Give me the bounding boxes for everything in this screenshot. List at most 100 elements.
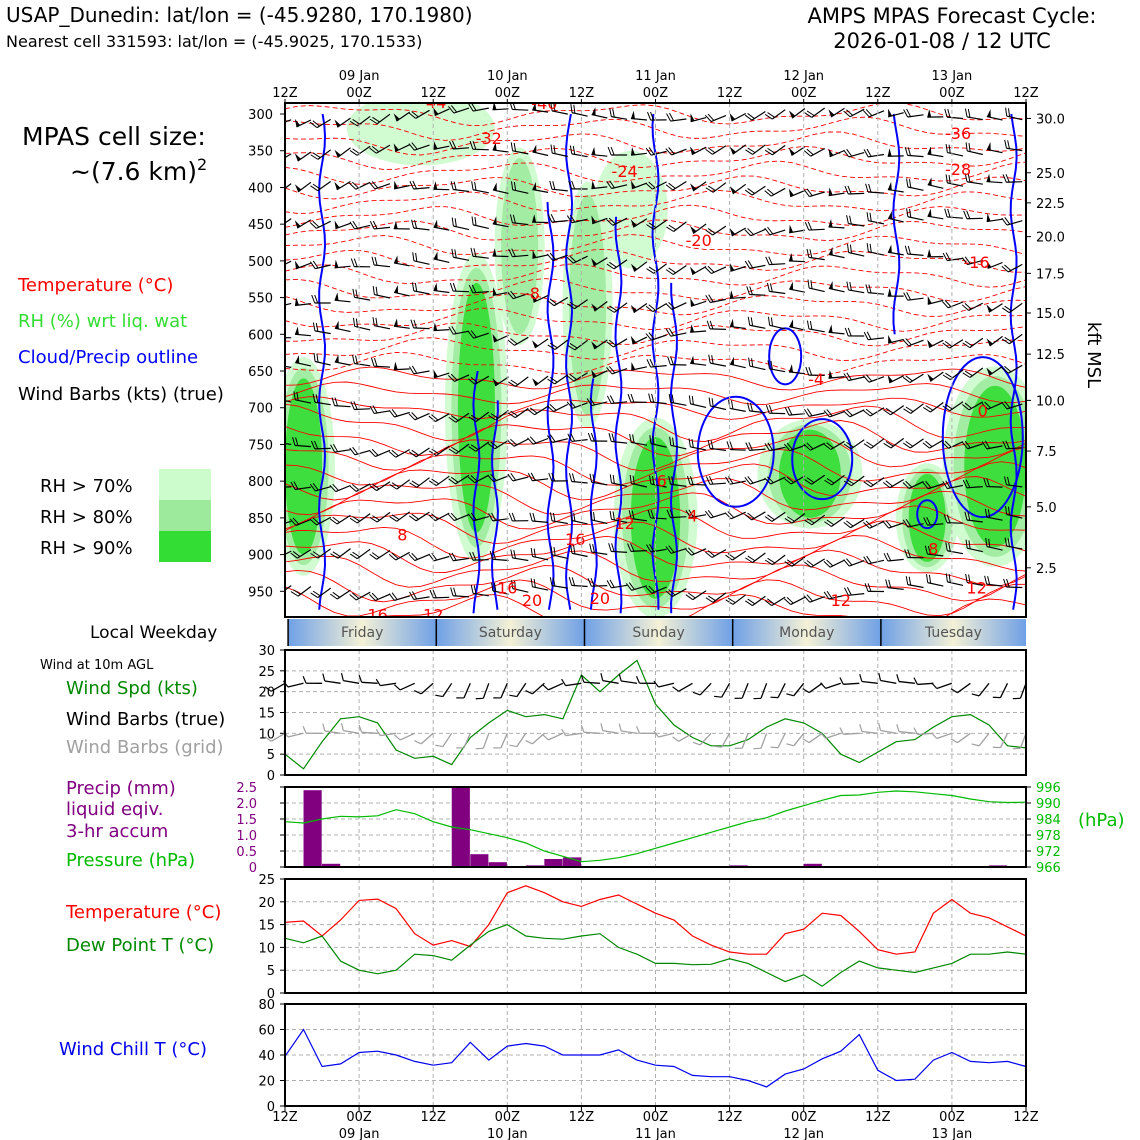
wind-barb xyxy=(448,140,470,150)
isotherm xyxy=(285,366,1026,391)
barb-flag xyxy=(413,319,417,329)
barb-flag xyxy=(470,330,477,338)
barb-pennant xyxy=(334,181,341,190)
wind-barb xyxy=(349,446,371,456)
wind-barb xyxy=(645,332,667,341)
barb-flag xyxy=(708,185,716,191)
barb-flag xyxy=(926,517,931,526)
wind-barb xyxy=(467,330,489,339)
barb-flag xyxy=(566,375,575,382)
barb-flag xyxy=(948,174,951,184)
barb-flag xyxy=(710,440,714,449)
barb-flag xyxy=(883,553,889,562)
kft-tick-label: 10.0 xyxy=(1036,394,1065,409)
wind-barb xyxy=(828,280,845,293)
wind-barb xyxy=(843,439,865,450)
barb-flag xyxy=(649,475,652,485)
barb-flag xyxy=(764,559,773,566)
barb-flag xyxy=(431,513,439,520)
barb-flag xyxy=(971,693,980,697)
wind-barb xyxy=(349,591,371,601)
barb-pennant xyxy=(295,355,300,364)
barb-flag xyxy=(866,441,874,447)
barb-flag xyxy=(808,366,813,376)
barb-staff xyxy=(453,188,470,193)
wind-barb xyxy=(964,173,983,185)
wind-barb-true xyxy=(635,676,656,684)
barb-flag xyxy=(547,344,556,350)
barb-flag xyxy=(704,114,712,122)
barb-flag xyxy=(1001,338,1010,345)
barb-flag xyxy=(767,360,770,369)
barb-flag xyxy=(470,376,478,384)
barb-flag xyxy=(705,551,713,558)
barb-flag xyxy=(665,269,674,275)
barb-flag xyxy=(744,260,751,269)
barb-flag xyxy=(947,208,951,218)
barb-flag xyxy=(986,478,990,487)
barb-flag xyxy=(626,583,632,591)
barb-flag xyxy=(312,220,320,228)
wind-barb xyxy=(471,216,489,229)
wind-barb-grid xyxy=(302,725,323,734)
barb-flag xyxy=(669,509,674,518)
wind-barb xyxy=(349,220,371,230)
barb-staff xyxy=(270,732,286,742)
barb-flag xyxy=(411,219,415,229)
barb-flag xyxy=(845,109,854,116)
barb-flag xyxy=(408,413,416,421)
barb-staff xyxy=(294,333,311,337)
barb-flag xyxy=(964,402,972,409)
barb-flag xyxy=(309,518,317,526)
barb-flag xyxy=(705,476,711,485)
wind-barb xyxy=(567,339,588,351)
bottom-time-tick-label: 00Z xyxy=(346,1110,372,1125)
barb-flag xyxy=(885,579,889,588)
barb-flag xyxy=(750,317,754,326)
barb-flag xyxy=(1004,400,1011,409)
cloud-outline xyxy=(318,113,327,610)
barb-pennant xyxy=(294,118,301,127)
wind-barb xyxy=(665,147,687,156)
barb-flag xyxy=(315,322,319,332)
wind-barb xyxy=(285,218,292,229)
barb-flag xyxy=(764,190,772,197)
barb-staff xyxy=(790,596,806,606)
barb-flag xyxy=(968,143,971,152)
barb-flag xyxy=(908,576,912,586)
barb-flag xyxy=(904,146,909,156)
barb-flag xyxy=(507,291,514,300)
barb-flag xyxy=(530,578,533,587)
wind-barb xyxy=(606,366,628,375)
wind-barb-grid xyxy=(786,732,805,747)
wind-barb xyxy=(685,509,707,519)
barb-pennant xyxy=(986,213,991,222)
wind-barb xyxy=(393,220,410,230)
barb-pennant xyxy=(393,143,399,152)
wind-barb xyxy=(388,409,410,418)
barb-flag xyxy=(448,375,455,382)
barb-pennant xyxy=(788,252,793,262)
barb-flag xyxy=(274,517,279,526)
barb-flag xyxy=(388,409,395,418)
barb-flag xyxy=(468,103,474,112)
barb-flag xyxy=(552,512,556,522)
barb-flag xyxy=(371,181,379,189)
wind-barb xyxy=(547,296,569,307)
cloud-outline xyxy=(768,327,803,386)
wind-barb-true xyxy=(753,683,768,700)
barb-pennant xyxy=(631,361,636,371)
wind-barb xyxy=(706,320,726,330)
barb-pennant xyxy=(690,298,695,307)
wind-barb xyxy=(905,576,924,589)
barb-flag xyxy=(514,580,517,590)
pressure-tick-label: 350 xyxy=(248,145,273,160)
legend-temp2: Temperature (°C) xyxy=(65,902,221,923)
barb-staff xyxy=(285,520,292,527)
barb-flag xyxy=(667,356,671,365)
barb-flag xyxy=(549,404,557,411)
wind-barb xyxy=(428,552,450,562)
wind-barb xyxy=(311,294,331,304)
barb-pennant xyxy=(789,224,794,233)
barb-flag xyxy=(470,414,479,421)
